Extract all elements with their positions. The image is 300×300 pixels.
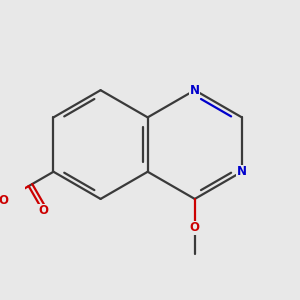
Text: N: N — [190, 84, 200, 97]
Text: N: N — [237, 165, 247, 178]
Text: O: O — [190, 221, 200, 234]
Text: O: O — [38, 205, 48, 218]
Text: O: O — [0, 194, 9, 207]
